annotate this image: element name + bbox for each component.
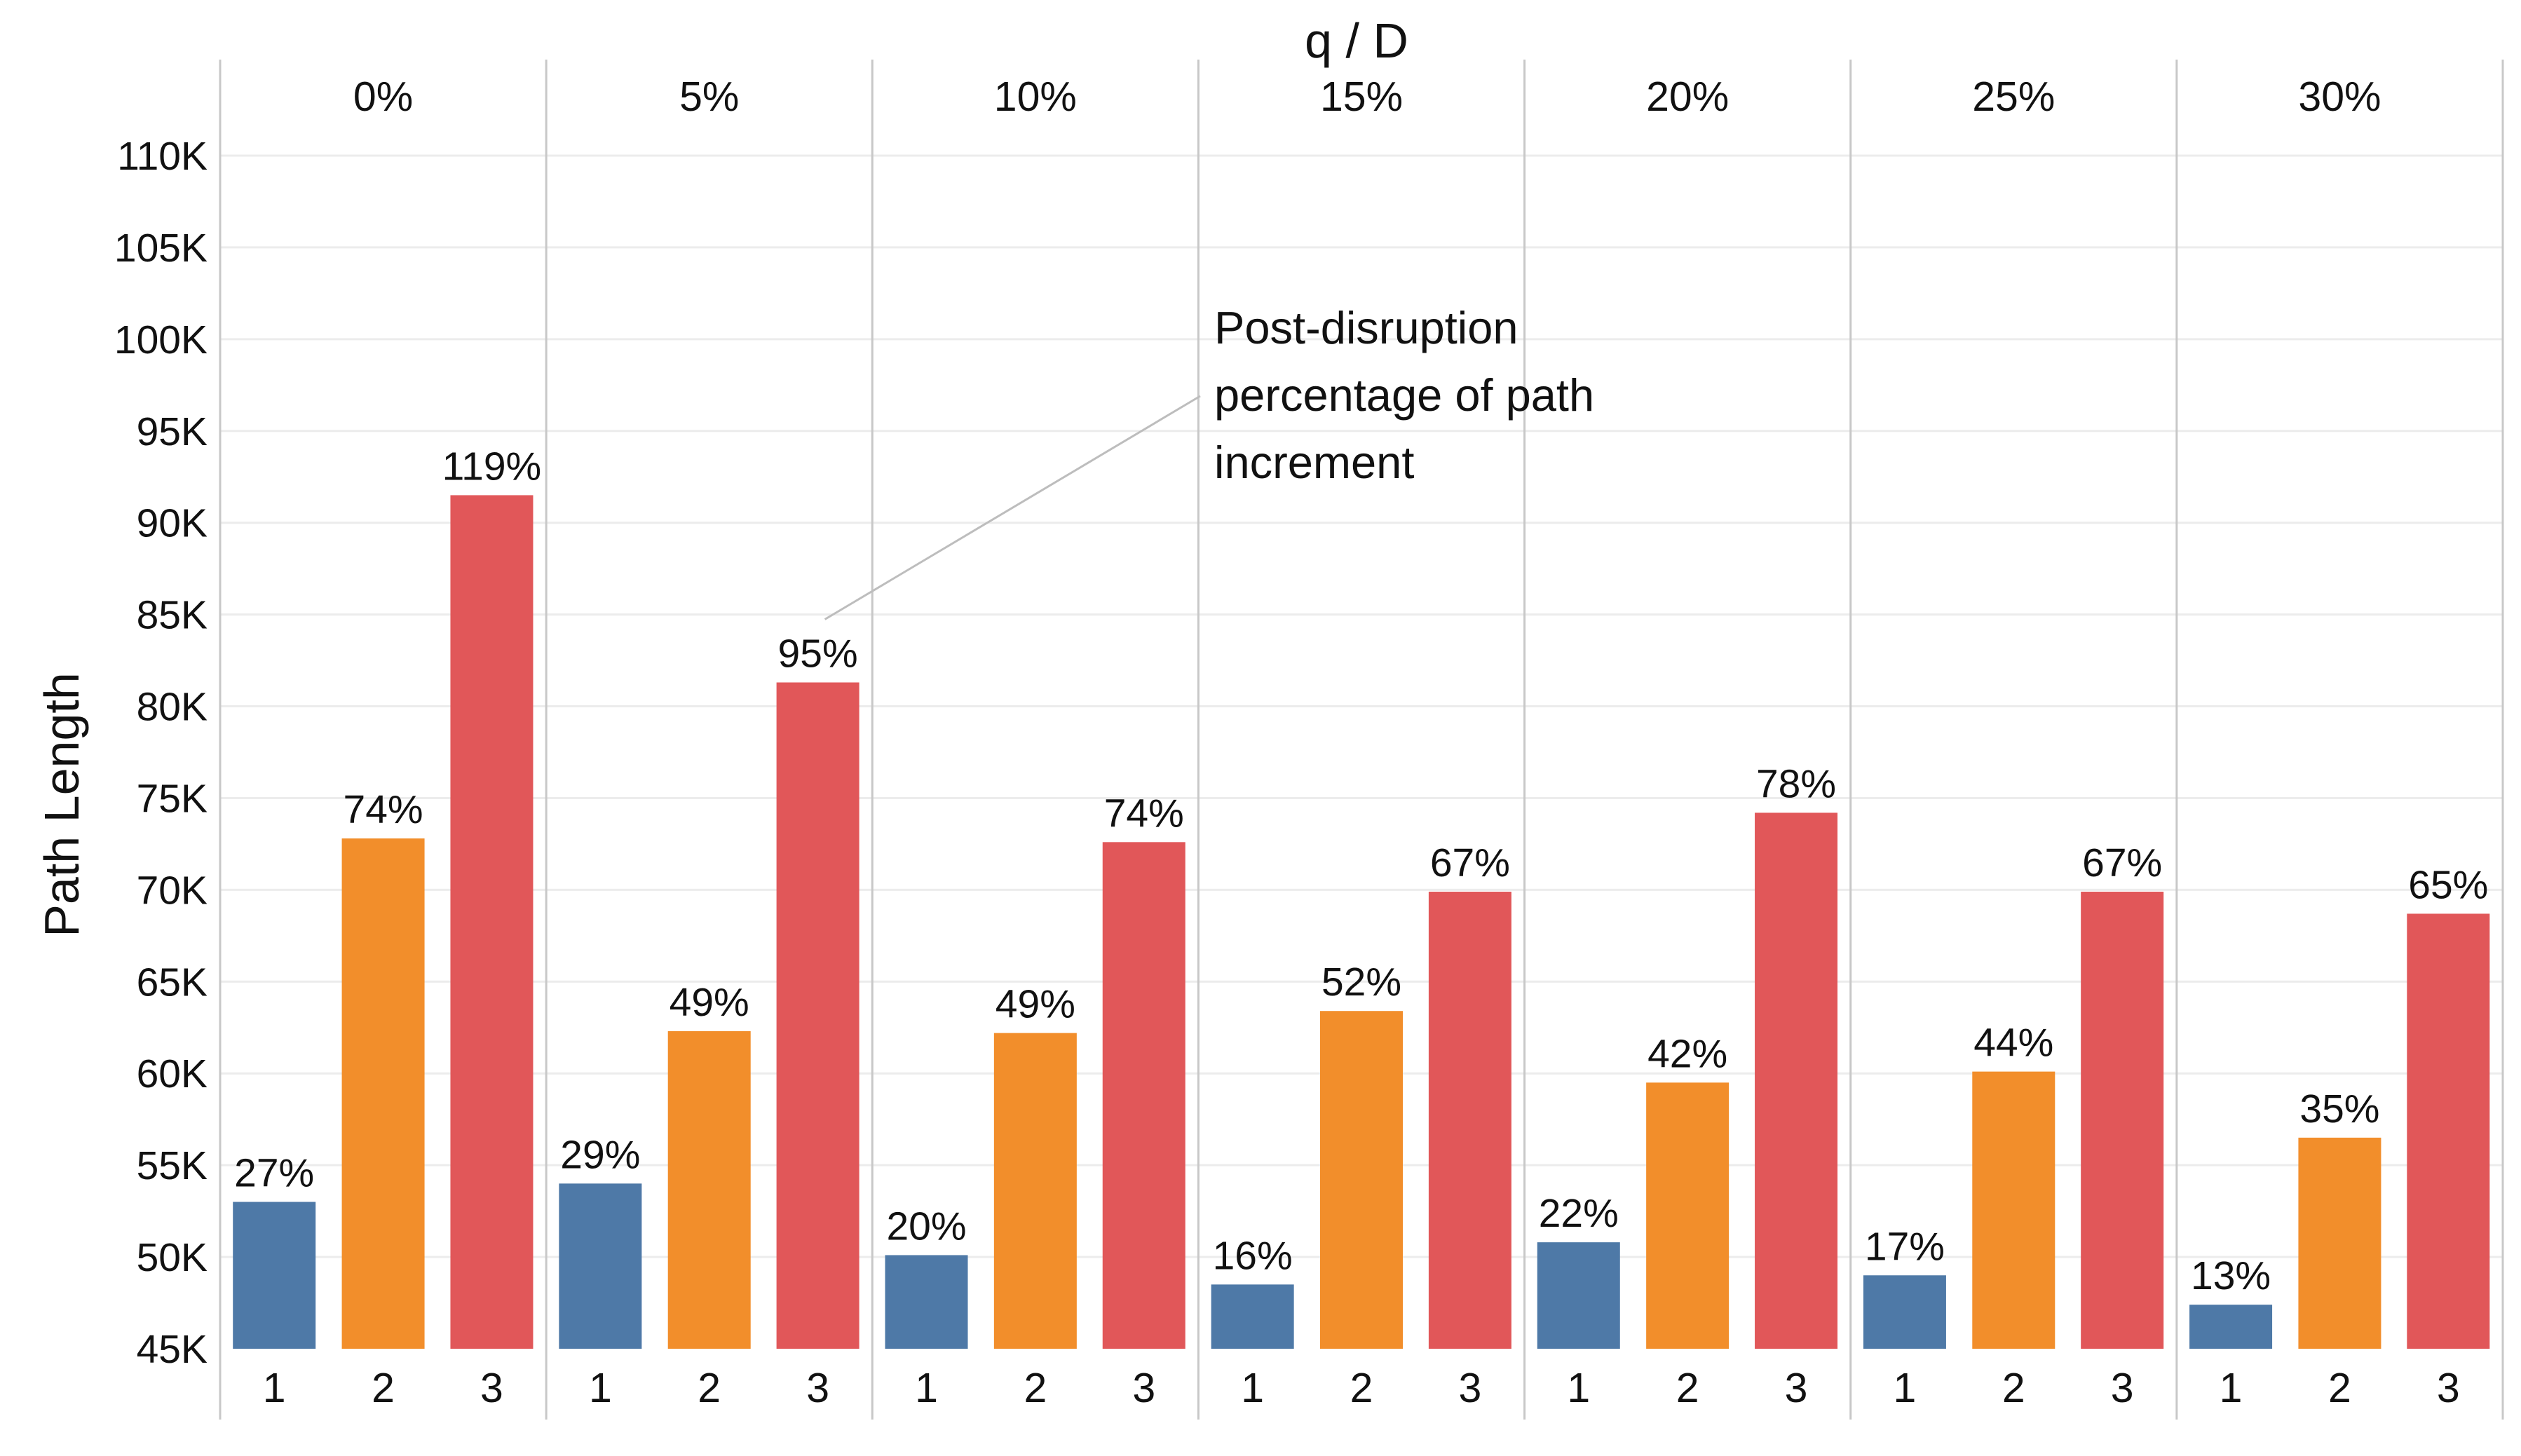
x-tick-label: 1 <box>589 1365 612 1411</box>
bar <box>1972 1071 2055 1349</box>
bar <box>1755 812 1838 1349</box>
bar <box>2298 1137 2381 1349</box>
gridlines <box>220 154 2503 1258</box>
x-tick-label: 1 <box>1241 1365 1264 1411</box>
bar-data-label: 49% <box>996 982 1075 1027</box>
panel-dividers <box>219 60 2504 1420</box>
annotation-text: increment <box>1214 437 1414 488</box>
bar-data-label: 67% <box>2082 841 2162 885</box>
x-tick-label: 3 <box>1458 1365 1481 1411</box>
bar <box>776 682 859 1349</box>
annotation-text: Post-disruption <box>1214 302 1518 353</box>
bar-data-label: 52% <box>1321 960 1401 1005</box>
annotation-leader-line <box>824 395 1201 620</box>
annotation-text: percentage of path <box>1214 369 1594 421</box>
bar <box>1537 1242 1620 1349</box>
panel-label: 0% <box>353 74 413 120</box>
x-tick-label: 3 <box>480 1365 503 1411</box>
bar-data-label: 42% <box>1647 1031 1727 1076</box>
bar-data-label: 17% <box>1865 1224 1945 1269</box>
y-tick-label: 100K <box>114 318 208 362</box>
x-tick-label: 3 <box>2437 1365 2460 1411</box>
bar <box>450 495 534 1349</box>
bar-data-label: 95% <box>778 631 858 676</box>
y-tick-label: 45K <box>137 1327 208 1372</box>
bar-data-label: 27% <box>234 1151 314 1196</box>
y-tick-label: 90K <box>137 501 208 546</box>
bar <box>341 838 425 1349</box>
bar <box>1211 1284 1294 1349</box>
bar-data-label: 35% <box>2299 1087 2379 1131</box>
y-tick-label: 50K <box>137 1235 208 1280</box>
panel-label: 10% <box>994 74 1077 120</box>
x-tick-label: 2 <box>2002 1365 2025 1411</box>
x-tick-label: 3 <box>2111 1365 2134 1411</box>
bar <box>233 1202 316 1349</box>
x-tick-label: 1 <box>915 1365 938 1411</box>
bar <box>559 1183 642 1349</box>
panel-label: 20% <box>1646 74 1729 120</box>
bar-data-label: 44% <box>1973 1021 2053 1066</box>
x-tick-label: 3 <box>1785 1365 1808 1411</box>
x-tick-label: 2 <box>1350 1365 1373 1411</box>
bar <box>1320 1011 1403 1349</box>
panel-label: 30% <box>2298 74 2381 120</box>
bar-data-label: 74% <box>344 787 423 832</box>
labels: 45K 50K 55K 60K 65K 70K 75K 80K 85K 90K 95K 100K 105… <box>114 74 2488 1411</box>
bar-data-label: 13% <box>2191 1253 2271 1298</box>
bar <box>885 1255 968 1349</box>
x-tick-label: 2 <box>372 1365 395 1411</box>
x-tick-label: 1 <box>1567 1365 1590 1411</box>
x-tick-label: 2 <box>1676 1365 1699 1411</box>
bar <box>993 1033 1077 1349</box>
bar-data-label: 29% <box>560 1132 640 1177</box>
x-tick-label: 3 <box>1132 1365 1155 1411</box>
x-tick-label: 2 <box>1024 1365 1047 1411</box>
panel-label: 5% <box>679 74 739 120</box>
bar-data-label: 49% <box>670 980 749 1025</box>
x-tick-label: 1 <box>263 1365 286 1411</box>
bar-data-label: 119% <box>442 444 542 489</box>
bar-data-label: 67% <box>1430 841 1510 885</box>
bar <box>1102 842 1185 1349</box>
y-tick-label: 85K <box>137 593 208 638</box>
bar-data-label: 16% <box>1213 1233 1293 1278</box>
facet-title: q / D <box>1305 13 1408 68</box>
bar <box>1863 1275 1946 1349</box>
bars <box>233 495 2490 1349</box>
x-tick-label: 3 <box>806 1365 829 1411</box>
y-tick-label: 75K <box>137 776 208 821</box>
bar <box>1646 1082 1730 1349</box>
bar <box>2189 1305 2273 1349</box>
panel-label: 15% <box>1320 74 1403 120</box>
bar <box>667 1031 751 1349</box>
y-tick-label: 55K <box>137 1143 208 1188</box>
y-axis-title: Path Length <box>34 672 89 937</box>
x-tick-label: 2 <box>2328 1365 2351 1411</box>
bar-data-label: 78% <box>1756 761 1836 806</box>
x-tick-label: 1 <box>2220 1365 2243 1411</box>
panel-label: 25% <box>1972 74 2055 120</box>
bar <box>1428 892 1511 1349</box>
y-tick-label: 65K <box>137 960 208 1005</box>
y-tick-label: 110K <box>117 134 208 179</box>
y-tick-label: 70K <box>137 868 208 913</box>
y-tick-label: 105K <box>114 226 208 271</box>
x-tick-label: 1 <box>1894 1365 1917 1411</box>
y-tick-label: 60K <box>137 1052 208 1096</box>
bar <box>2081 892 2164 1349</box>
y-tick-label: 95K <box>137 409 208 454</box>
bar-data-label: 74% <box>1104 791 1184 836</box>
bar-data-label: 20% <box>886 1204 966 1249</box>
bar-data-label: 65% <box>2408 862 2488 907</box>
bar-data-label: 22% <box>1539 1191 1619 1236</box>
y-tick-label: 80K <box>137 685 208 730</box>
x-tick-label: 2 <box>698 1365 721 1411</box>
bar <box>2407 913 2490 1349</box>
